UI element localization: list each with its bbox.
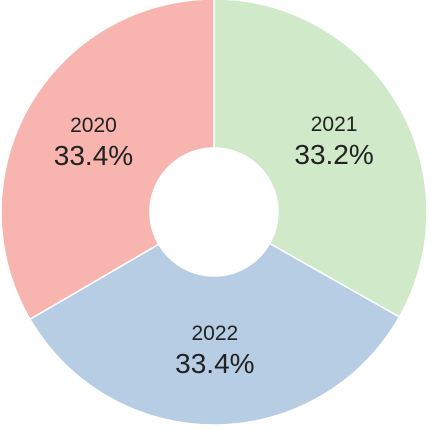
slice-2022 — [28, 242, 401, 426]
slice-label-2022: 2022 — [192, 322, 239, 345]
slice-label-2020: 2020 — [70, 114, 117, 137]
slice-2020 — [0, 0, 215, 321]
slice-labels: 2021 33.2% 2022 33.4% 2020 33.4% — [54, 113, 374, 379]
slice-2021 — [213, 0, 428, 318]
slice-value-2022: 33.4% — [175, 348, 254, 379]
slice-label-2021: 2021 — [311, 113, 358, 136]
slice-value-2021: 33.2% — [294, 139, 373, 170]
slice-value-2020: 33.4% — [54, 140, 133, 171]
